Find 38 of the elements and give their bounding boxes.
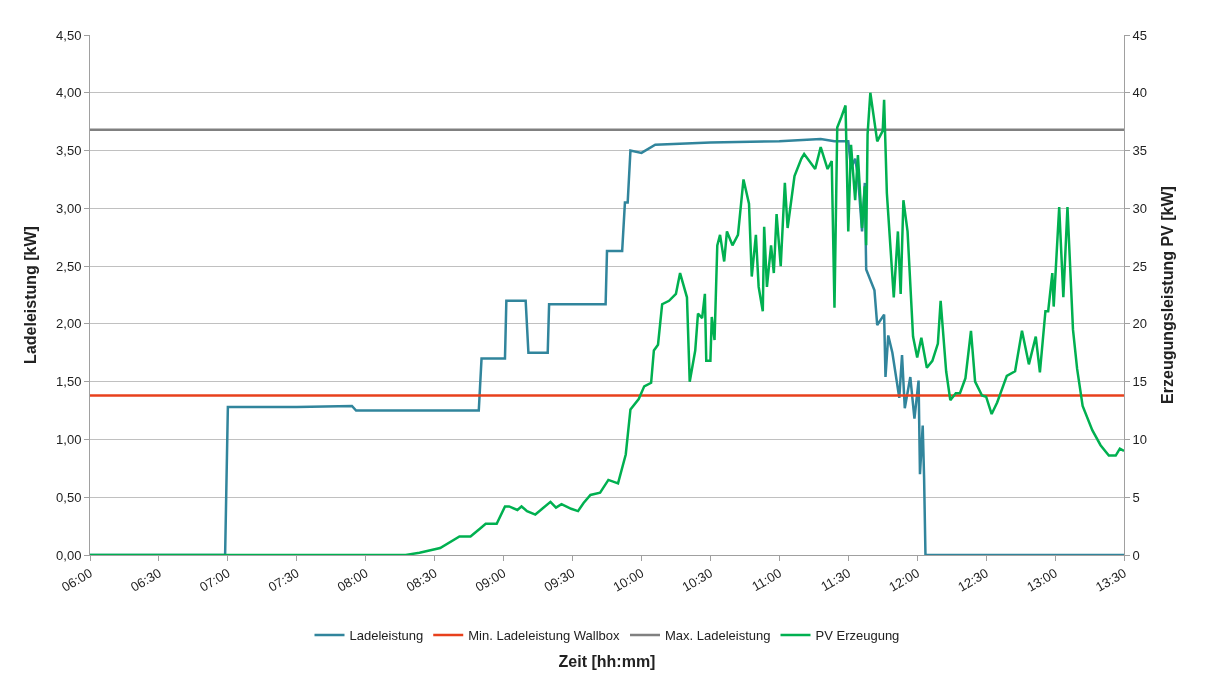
x-tick-label: 09:00 (472, 565, 509, 595)
y2-tick-label: 30 (1132, 200, 1148, 216)
y2-tick-label: 15 (1132, 374, 1148, 390)
y-tick-label: 2,00 (56, 316, 82, 332)
y-tick-label: 4,00 (56, 85, 82, 101)
y-tick-label: 0,00 (56, 547, 82, 563)
x-tick-label: 13:30 (1093, 565, 1129, 595)
y-tick-label: 3,50 (56, 143, 82, 159)
x-tick-label: 06:00 (59, 565, 95, 595)
y-tick-label: 0,50 (56, 489, 82, 505)
legend-label: Max. Ladeleistung (665, 628, 771, 644)
y2-tick-label: 0 (1132, 547, 1140, 563)
y-tick-label: 3,00 (56, 200, 82, 216)
x-tick-label: 06:30 (127, 565, 164, 595)
x-axis-title: Zeit [hh:mm] (558, 653, 656, 671)
x-tick-label: 08:30 (403, 565, 440, 595)
legend-label: Ladeleistung (349, 628, 424, 644)
y2-axis-title: Erzeugungsleistung PV [kW] (1158, 186, 1176, 404)
legend-label: Min. Ladeleistung Wallbox (468, 628, 620, 644)
x-tick-label: 11:30 (818, 565, 854, 595)
y-tick-label: 1,50 (56, 374, 82, 390)
x-tick-label: 09:30 (541, 565, 578, 595)
y2-tick-label: 45 (1132, 27, 1148, 43)
y2-tick-label: 40 (1132, 85, 1148, 101)
y-tick-label: 1,00 (56, 431, 82, 447)
y2-tick-label: 35 (1132, 143, 1148, 159)
x-tick-label: 07:30 (265, 565, 302, 595)
x-tick-label: 11:00 (749, 565, 785, 595)
x-tick-label: 07:00 (196, 565, 233, 595)
y2-tick-label: 5 (1132, 489, 1140, 505)
x-tick-label: 08:00 (334, 565, 371, 595)
y2-tick-label: 20 (1132, 316, 1148, 332)
legend-label: PV Erzeugung (815, 628, 900, 644)
y2-tick-label: 10 (1132, 431, 1148, 447)
y-tick-label: 2,50 (56, 258, 82, 274)
y-axis-title: Ladeleistung [kW] (21, 226, 39, 364)
y-tick-label: 4,50 (56, 27, 82, 43)
y2-tick-label: 25 (1132, 258, 1148, 274)
